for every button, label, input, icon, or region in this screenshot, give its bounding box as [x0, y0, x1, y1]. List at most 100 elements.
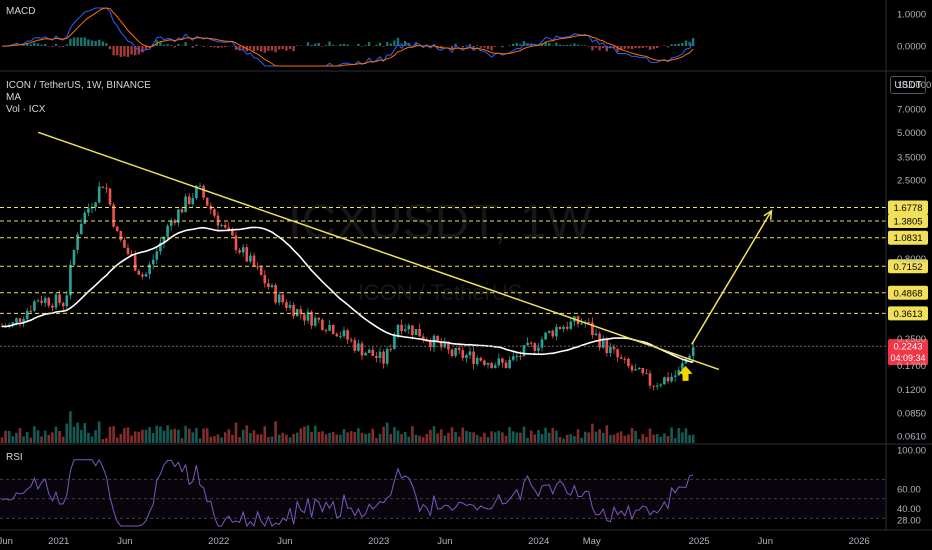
volume-bar	[429, 429, 432, 443]
candle-body	[591, 322, 594, 335]
candle-body	[691, 347, 695, 356]
volume-indicator-label[interactable]: Vol · ICX	[6, 104, 46, 115]
volume-bar	[598, 429, 601, 443]
price-axis-tick: 7.0000	[897, 105, 926, 116]
macd-histogram-bar	[33, 42, 36, 46]
macd-histogram-bar	[569, 44, 572, 46]
macd-histogram-bar	[674, 44, 677, 46]
candle-body	[623, 358, 627, 360]
macd-panel	[1, 7, 695, 67]
volume-bar	[339, 434, 342, 443]
volume-bar	[439, 429, 443, 443]
volume-bar	[414, 434, 418, 443]
ma-indicator-label[interactable]: MA	[6, 92, 21, 103]
volume-bar	[155, 425, 159, 443]
candle-body	[565, 326, 569, 329]
volume-bar	[357, 428, 360, 443]
macd-histogram-bar	[396, 37, 400, 46]
candle-body	[612, 346, 616, 350]
breakout-arrow-icon	[678, 365, 693, 381]
candle-body	[195, 185, 198, 199]
volume-bar	[450, 427, 454, 443]
candle-body	[36, 300, 40, 302]
candle-body	[587, 322, 591, 324]
volume-bar	[227, 429, 231, 443]
macd-histogram-bar	[80, 37, 83, 46]
volume-bar	[515, 432, 519, 443]
macd-histogram-bar	[216, 46, 220, 48]
time-axis-tick: 2025	[689, 536, 710, 547]
macd-histogram-bar	[648, 46, 652, 50]
currency-button[interactable]: USDT	[890, 76, 926, 94]
candle-body	[349, 339, 353, 341]
candle-body	[641, 367, 645, 374]
level-label: 1.3805	[888, 213, 928, 228]
macd-histogram-bar	[281, 46, 284, 49]
candle-body	[663, 377, 666, 385]
candle-body	[677, 370, 681, 376]
volume-bar	[378, 433, 382, 443]
volume-bar	[263, 426, 267, 443]
macd-histogram-bar	[58, 46, 61, 47]
volume-bar	[360, 432, 364, 443]
candle-body	[547, 330, 551, 333]
volume-bar	[223, 432, 227, 443]
macd-histogram-bar	[386, 42, 389, 46]
level-label-text: 0.7152	[893, 262, 922, 273]
candle-body	[529, 342, 533, 344]
candle-body	[223, 224, 227, 228]
volume-bar	[15, 432, 18, 443]
volume-bar	[508, 427, 511, 443]
volume-bar	[637, 439, 641, 443]
macd-histogram-bar	[267, 46, 270, 51]
descending-trendline	[37, 131, 720, 371]
macd-histogram-bar	[54, 43, 58, 46]
candle-body	[324, 329, 328, 331]
candle-body	[339, 336, 342, 338]
macd-histogram-bar	[263, 46, 266, 53]
volume-bar	[479, 436, 483, 443]
candle-body	[69, 264, 72, 296]
macd-histogram-bar	[558, 44, 562, 46]
time-axis-tick: 2024	[528, 536, 549, 547]
candle-body	[288, 305, 292, 308]
symbol-title[interactable]: ICON / TetherUS, 1W, BINANCE	[6, 80, 151, 91]
volume-bar	[457, 436, 461, 443]
macd-histogram-bar	[594, 46, 598, 48]
volume-bar	[353, 432, 357, 443]
candle-body	[544, 332, 547, 340]
price-axis-tick: 2.5000	[897, 176, 926, 187]
candle-body	[144, 274, 148, 277]
macd-histogram-bar	[224, 46, 227, 48]
candle-body	[238, 250, 241, 253]
volume-bar	[58, 430, 61, 443]
volume-bar	[97, 421, 101, 443]
candle-body	[259, 267, 263, 276]
candle-body	[364, 352, 367, 356]
candle-body	[335, 333, 339, 337]
candle-body	[436, 335, 439, 342]
volume-bar	[252, 430, 256, 443]
last-price-countdown: 04:09:34	[890, 353, 925, 363]
macd-histogram-bar	[317, 42, 320, 46]
volume-bar	[483, 432, 486, 443]
candle-body	[58, 294, 61, 303]
macd-histogram-bar	[576, 44, 580, 46]
macd-histogram-bar	[609, 46, 612, 49]
time-axis-tick: Jun	[277, 536, 292, 547]
macd-histogram-bar	[591, 46, 594, 51]
candle-body	[486, 362, 490, 365]
volume-bar	[555, 430, 558, 443]
price-axis-tick: 0.1700	[897, 361, 926, 372]
volume-bar	[72, 426, 76, 443]
macd-histogram-bar	[321, 46, 324, 47]
candle-body	[105, 187, 108, 189]
candle-body	[655, 385, 659, 387]
macd-histogram-bar	[393, 40, 396, 46]
level-label-text: 1.0831	[893, 233, 922, 244]
time-axis-tick: Jun	[0, 536, 13, 547]
candle-body	[526, 342, 529, 346]
time-axis-tick: Jun	[117, 536, 132, 547]
candle-body	[353, 340, 357, 351]
